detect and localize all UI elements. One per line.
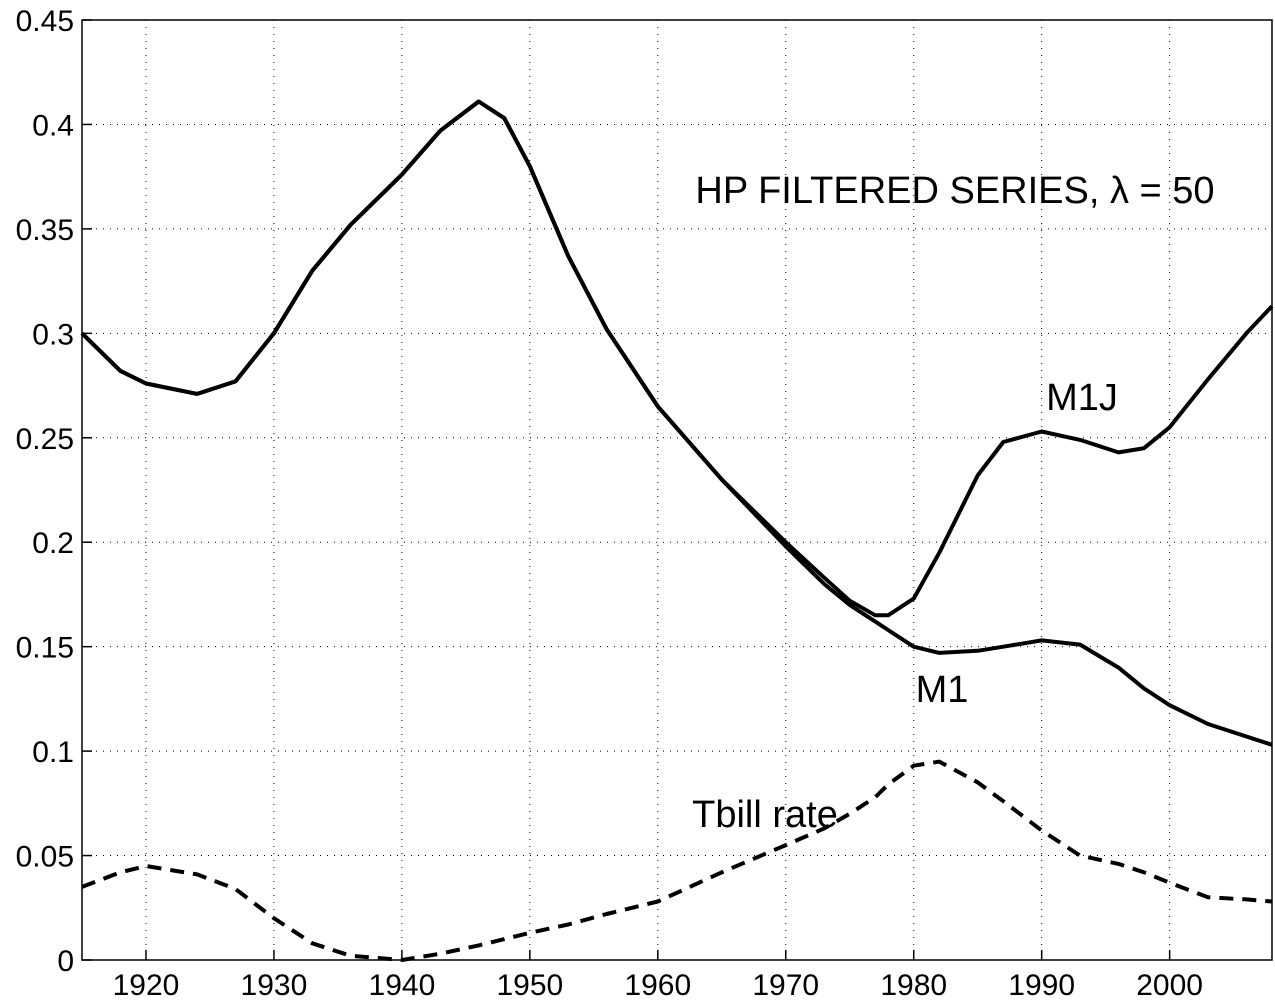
- x-tick-label: 1980: [880, 969, 947, 1002]
- series-label: M1: [916, 669, 969, 711]
- series-line: [80, 99, 1273, 747]
- x-tick-label: 1950: [496, 969, 563, 1002]
- x-tick-label: 1920: [113, 969, 180, 1002]
- x-tick-label: 1960: [624, 969, 691, 1002]
- y-tick-label: 0.15: [16, 632, 74, 665]
- x-tick-label: 1940: [369, 969, 436, 1002]
- y-tick-label: 0.3: [32, 318, 74, 351]
- y-tick-label: 0.25: [16, 423, 74, 456]
- series-label: M1J: [1046, 377, 1118, 419]
- plot-frame: [81, 19, 1273, 961]
- x-tick-label: 1930: [241, 969, 308, 1002]
- y-tick-label: 0.45: [16, 5, 74, 38]
- y-tick-label: 0.35: [16, 214, 74, 247]
- x-tick-label: 1970: [752, 969, 819, 1002]
- y-tick-label: 0.4: [32, 109, 74, 142]
- x-tick-label: 2000: [1136, 969, 1203, 1002]
- series-label: Tbill rate: [692, 794, 838, 836]
- y-tick-label: 0.05: [16, 841, 74, 874]
- series-line: [81, 759, 1273, 962]
- x-tick-label: 1990: [1008, 969, 1075, 1002]
- y-tick-label: 0: [57, 945, 74, 978]
- y-tick-label: 0.2: [32, 527, 74, 560]
- y-tick-label: 0.1: [32, 736, 74, 769]
- chart-title: HP FILTERED SERIES, λ = 50: [695, 170, 1214, 212]
